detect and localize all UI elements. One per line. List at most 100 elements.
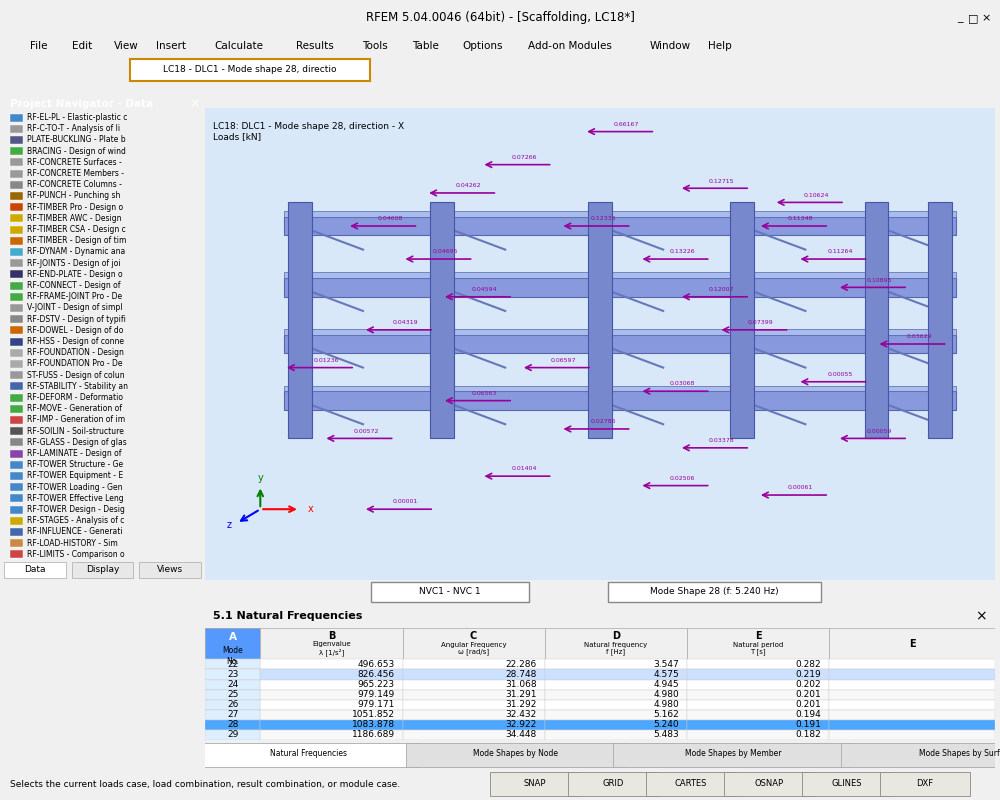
Text: Help: Help xyxy=(708,41,732,51)
Text: V-JOINT - Design of simpl: V-JOINT - Design of simpl xyxy=(27,303,122,313)
Text: RF-TOWER Structure - Ge: RF-TOWER Structure - Ge xyxy=(27,460,123,470)
Text: 979.149: 979.149 xyxy=(357,690,395,699)
Text: RF-JOINTS - Design of joi: RF-JOINTS - Design of joi xyxy=(27,258,120,268)
Text: Add-on Modules: Add-on Modules xyxy=(528,41,612,51)
Bar xyxy=(10,472,23,480)
Bar xyxy=(10,483,23,491)
FancyBboxPatch shape xyxy=(613,742,853,767)
Text: C: C xyxy=(470,631,477,641)
Text: Display: Display xyxy=(86,566,119,574)
Bar xyxy=(10,203,23,211)
Bar xyxy=(284,272,956,278)
Text: Selects the current loads case, load combination, result combination, or module : Selects the current loads case, load com… xyxy=(10,779,400,789)
Bar xyxy=(205,679,260,690)
Text: y: y xyxy=(257,473,263,483)
FancyBboxPatch shape xyxy=(199,742,418,767)
Text: ×: × xyxy=(190,98,200,110)
Text: 0.04319: 0.04319 xyxy=(393,320,418,325)
Text: RF-TIMBER Pro - Design o: RF-TIMBER Pro - Design o xyxy=(27,202,123,212)
FancyBboxPatch shape xyxy=(646,773,736,795)
Text: 5.240: 5.240 xyxy=(653,720,679,730)
Text: RF-TIMBER AWC - Design: RF-TIMBER AWC - Design xyxy=(27,214,121,223)
Bar xyxy=(402,670,545,679)
Text: RF-INFLUENCE - Generati: RF-INFLUENCE - Generati xyxy=(27,527,122,537)
Bar xyxy=(284,211,956,217)
Bar xyxy=(4,562,66,578)
Text: 0.06597: 0.06597 xyxy=(551,358,576,363)
Text: 0.11264: 0.11264 xyxy=(827,250,853,254)
Text: RF-LAMINATE - Design of: RF-LAMINATE - Design of xyxy=(27,449,121,458)
Text: GLINES: GLINES xyxy=(832,779,862,789)
Text: 0.10895: 0.10895 xyxy=(867,278,892,282)
Bar xyxy=(829,659,995,670)
Text: x: x xyxy=(308,504,313,514)
Text: PLATE-BUCKLING - Plate b: PLATE-BUCKLING - Plate b xyxy=(27,135,125,145)
Text: 31.068: 31.068 xyxy=(505,680,537,689)
Bar xyxy=(260,628,402,659)
Bar xyxy=(687,710,829,720)
Text: 0.07266: 0.07266 xyxy=(511,155,537,160)
Bar xyxy=(284,386,956,391)
Text: 4.980: 4.980 xyxy=(653,690,679,699)
Text: RF-LOAD-HISTORY - Sim: RF-LOAD-HISTORY - Sim xyxy=(27,538,117,548)
Bar xyxy=(10,360,23,368)
Text: View: View xyxy=(114,41,139,51)
Text: 31.292: 31.292 xyxy=(505,700,537,710)
Bar xyxy=(10,304,23,312)
Text: 0.00001: 0.00001 xyxy=(393,499,418,505)
Bar xyxy=(10,125,23,133)
Text: Calculate: Calculate xyxy=(214,41,263,51)
Text: A: A xyxy=(229,633,237,642)
Bar xyxy=(829,710,995,720)
Bar xyxy=(10,192,23,200)
Text: RF-TIMBER - Design of tim: RF-TIMBER - Design of tim xyxy=(27,236,126,246)
Bar xyxy=(10,270,23,278)
Bar xyxy=(205,659,260,670)
FancyBboxPatch shape xyxy=(406,742,625,767)
FancyBboxPatch shape xyxy=(608,582,821,602)
Text: 0.04262: 0.04262 xyxy=(456,183,482,188)
Bar xyxy=(10,181,23,189)
Bar xyxy=(260,670,402,679)
Bar xyxy=(205,700,260,710)
Bar xyxy=(545,679,687,690)
Text: RF-DOWEL - Design of do: RF-DOWEL - Design of do xyxy=(27,326,123,335)
Bar xyxy=(402,730,545,740)
Bar xyxy=(284,278,956,297)
Bar xyxy=(10,450,23,458)
Text: 0.03629: 0.03629 xyxy=(906,334,932,339)
Text: RF-EL-PL - Elastic-plastic c: RF-EL-PL - Elastic-plastic c xyxy=(27,113,127,122)
Bar xyxy=(10,416,23,424)
Text: 965.223: 965.223 xyxy=(357,680,395,689)
Bar xyxy=(205,700,260,710)
Text: E: E xyxy=(909,638,915,649)
Text: OSNAP: OSNAP xyxy=(754,779,784,789)
Text: RF-MOVE - Generation of: RF-MOVE - Generation of xyxy=(27,404,122,414)
Text: 0.11348: 0.11348 xyxy=(788,216,813,222)
Text: RF-STABILITY - Stability an: RF-STABILITY - Stability an xyxy=(27,382,128,391)
Text: 0.03068: 0.03068 xyxy=(669,382,695,386)
Text: RF-TOWER Effective Leng: RF-TOWER Effective Leng xyxy=(27,494,123,503)
Text: 0.202: 0.202 xyxy=(796,680,821,689)
Bar xyxy=(10,214,23,222)
Text: 0.01236: 0.01236 xyxy=(314,358,339,363)
Text: B: B xyxy=(328,631,335,641)
Bar xyxy=(205,628,260,659)
Text: BRACING - Design of wind: BRACING - Design of wind xyxy=(27,146,126,156)
Text: Results: Results xyxy=(296,41,334,51)
Bar xyxy=(687,628,829,659)
Text: Mode Shapes by Surface: Mode Shapes by Surface xyxy=(919,750,1000,758)
Bar xyxy=(284,334,956,354)
Bar xyxy=(205,720,260,730)
Text: 0.13226: 0.13226 xyxy=(669,250,695,254)
Bar xyxy=(10,371,23,379)
Text: 0.194: 0.194 xyxy=(795,710,821,719)
Text: Project Navigator - Data: Project Navigator - Data xyxy=(10,99,154,109)
Text: E: E xyxy=(755,631,761,641)
Text: 0.12715: 0.12715 xyxy=(709,178,734,183)
Text: RF-TOWER Loading - Gen: RF-TOWER Loading - Gen xyxy=(27,482,122,492)
Bar xyxy=(430,202,454,438)
Text: 0.282: 0.282 xyxy=(796,660,821,669)
Bar xyxy=(205,730,260,740)
Bar xyxy=(545,700,687,710)
